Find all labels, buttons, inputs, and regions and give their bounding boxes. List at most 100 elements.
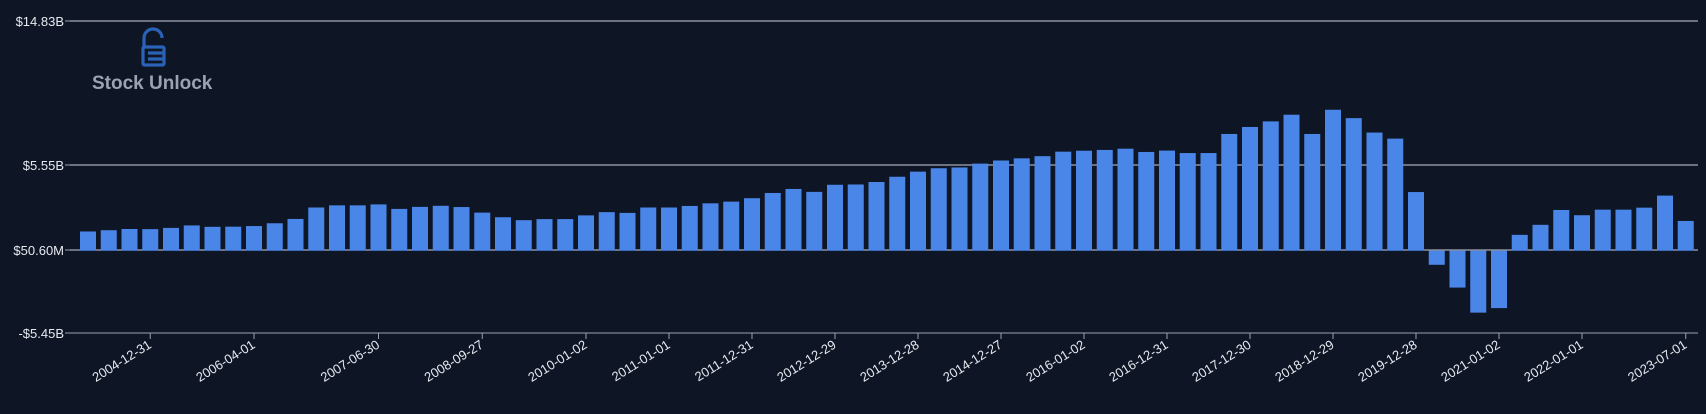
bar xyxy=(1325,109,1341,251)
x-tick-label: 2013-12-28 xyxy=(857,337,921,385)
bar xyxy=(266,223,283,251)
x-tick-label: 2012-12-29 xyxy=(774,337,838,385)
bar xyxy=(557,219,574,251)
bar xyxy=(432,205,449,251)
bar xyxy=(723,201,740,251)
bar xyxy=(889,176,906,251)
x-tick-label: 2014-12-27 xyxy=(940,337,1004,385)
bar xyxy=(1076,150,1092,251)
bar xyxy=(1013,158,1030,251)
bar xyxy=(827,184,843,251)
bar xyxy=(1532,224,1549,251)
bar xyxy=(1179,153,1196,251)
x-tick-label: 2010-01-02 xyxy=(525,337,589,385)
bar xyxy=(370,204,387,251)
bar xyxy=(1428,250,1445,265)
bar xyxy=(1055,151,1072,251)
bar xyxy=(515,220,532,251)
bar xyxy=(1387,138,1404,251)
logo-text: Stock Unlock xyxy=(92,73,213,94)
bar xyxy=(121,228,138,251)
bar xyxy=(972,163,989,251)
bar xyxy=(1304,133,1321,251)
axes xyxy=(65,20,1698,334)
x-tick-label: 2008-09-27 xyxy=(421,337,485,385)
bar xyxy=(1345,118,1362,251)
bar xyxy=(80,231,96,251)
bar xyxy=(1221,133,1238,251)
bar xyxy=(1242,126,1258,251)
bar xyxy=(868,182,885,251)
bar xyxy=(474,212,491,251)
bar xyxy=(847,184,864,251)
bar xyxy=(225,226,242,251)
bar xyxy=(951,167,968,251)
bar xyxy=(702,203,719,251)
bar xyxy=(1096,149,1113,251)
bar xyxy=(536,219,553,251)
bar xyxy=(1034,156,1051,251)
bar xyxy=(1574,215,1590,251)
x-tick-labels: 2004-12-31 2006-04-01 2007-06-30 2008-09-27… xyxy=(89,333,1689,385)
logo: Stock Unlock xyxy=(92,27,213,94)
bar xyxy=(1366,132,1383,251)
x-tick-label: 2004-12-31 xyxy=(89,337,153,385)
bar xyxy=(1449,250,1466,288)
x-tick-label: 2011-01-01 xyxy=(609,337,673,384)
lock-icon xyxy=(141,27,166,67)
bar xyxy=(1677,220,1694,251)
bar xyxy=(1636,207,1653,251)
bar xyxy=(349,205,366,251)
x-tick-label: 2016-01-02 xyxy=(1023,337,1087,385)
x-tick-label: 2016-12-31 xyxy=(1106,337,1170,385)
bar xyxy=(1553,209,1570,251)
bar xyxy=(1657,195,1673,251)
bar xyxy=(1470,250,1487,313)
x-tick-label: 2022-01-01 xyxy=(1521,337,1585,385)
x-tick-label: 2023-07-01 xyxy=(1625,337,1689,385)
bar xyxy=(578,215,594,251)
x-tick-label: 2007-06-30 xyxy=(318,337,382,385)
x-tick-label: 2019-12-28 xyxy=(1355,337,1419,385)
x-tick-label: 2018-12-29 xyxy=(1272,337,1336,385)
x-tick-label: 2017-12-30 xyxy=(1189,337,1253,385)
bar xyxy=(1159,150,1175,251)
bar xyxy=(1262,121,1279,251)
bar xyxy=(1615,209,1632,251)
bar xyxy=(142,229,159,251)
bar xyxy=(308,207,325,251)
bar xyxy=(412,206,428,251)
bar xyxy=(204,226,221,251)
bar xyxy=(1491,250,1507,309)
bar xyxy=(640,207,657,251)
bar xyxy=(246,226,262,251)
bar xyxy=(1200,153,1217,251)
bar xyxy=(619,212,636,251)
bar xyxy=(661,207,677,251)
bar xyxy=(1594,209,1611,251)
bar xyxy=(100,230,117,251)
bar xyxy=(1283,114,1300,251)
bar xyxy=(1117,148,1134,251)
x-tick-label: 2011-12-31 xyxy=(692,337,756,384)
bar xyxy=(785,188,802,251)
bars xyxy=(80,109,1694,313)
bar xyxy=(681,205,698,251)
bar xyxy=(163,227,179,251)
bar xyxy=(806,191,823,251)
bar xyxy=(287,218,304,251)
bar xyxy=(764,192,781,251)
bar xyxy=(930,168,947,251)
bar xyxy=(1408,192,1424,251)
bar xyxy=(1138,151,1155,251)
bar xyxy=(453,207,470,251)
y-tick-label: -$5.45B xyxy=(18,326,64,341)
bar xyxy=(183,225,200,251)
bar xyxy=(910,171,926,251)
y-tick-labels: $14.83B $5.55B $50.60M -$5.45B xyxy=(13,14,64,341)
bar xyxy=(993,160,1009,251)
bar xyxy=(391,208,408,251)
bar xyxy=(495,217,511,251)
